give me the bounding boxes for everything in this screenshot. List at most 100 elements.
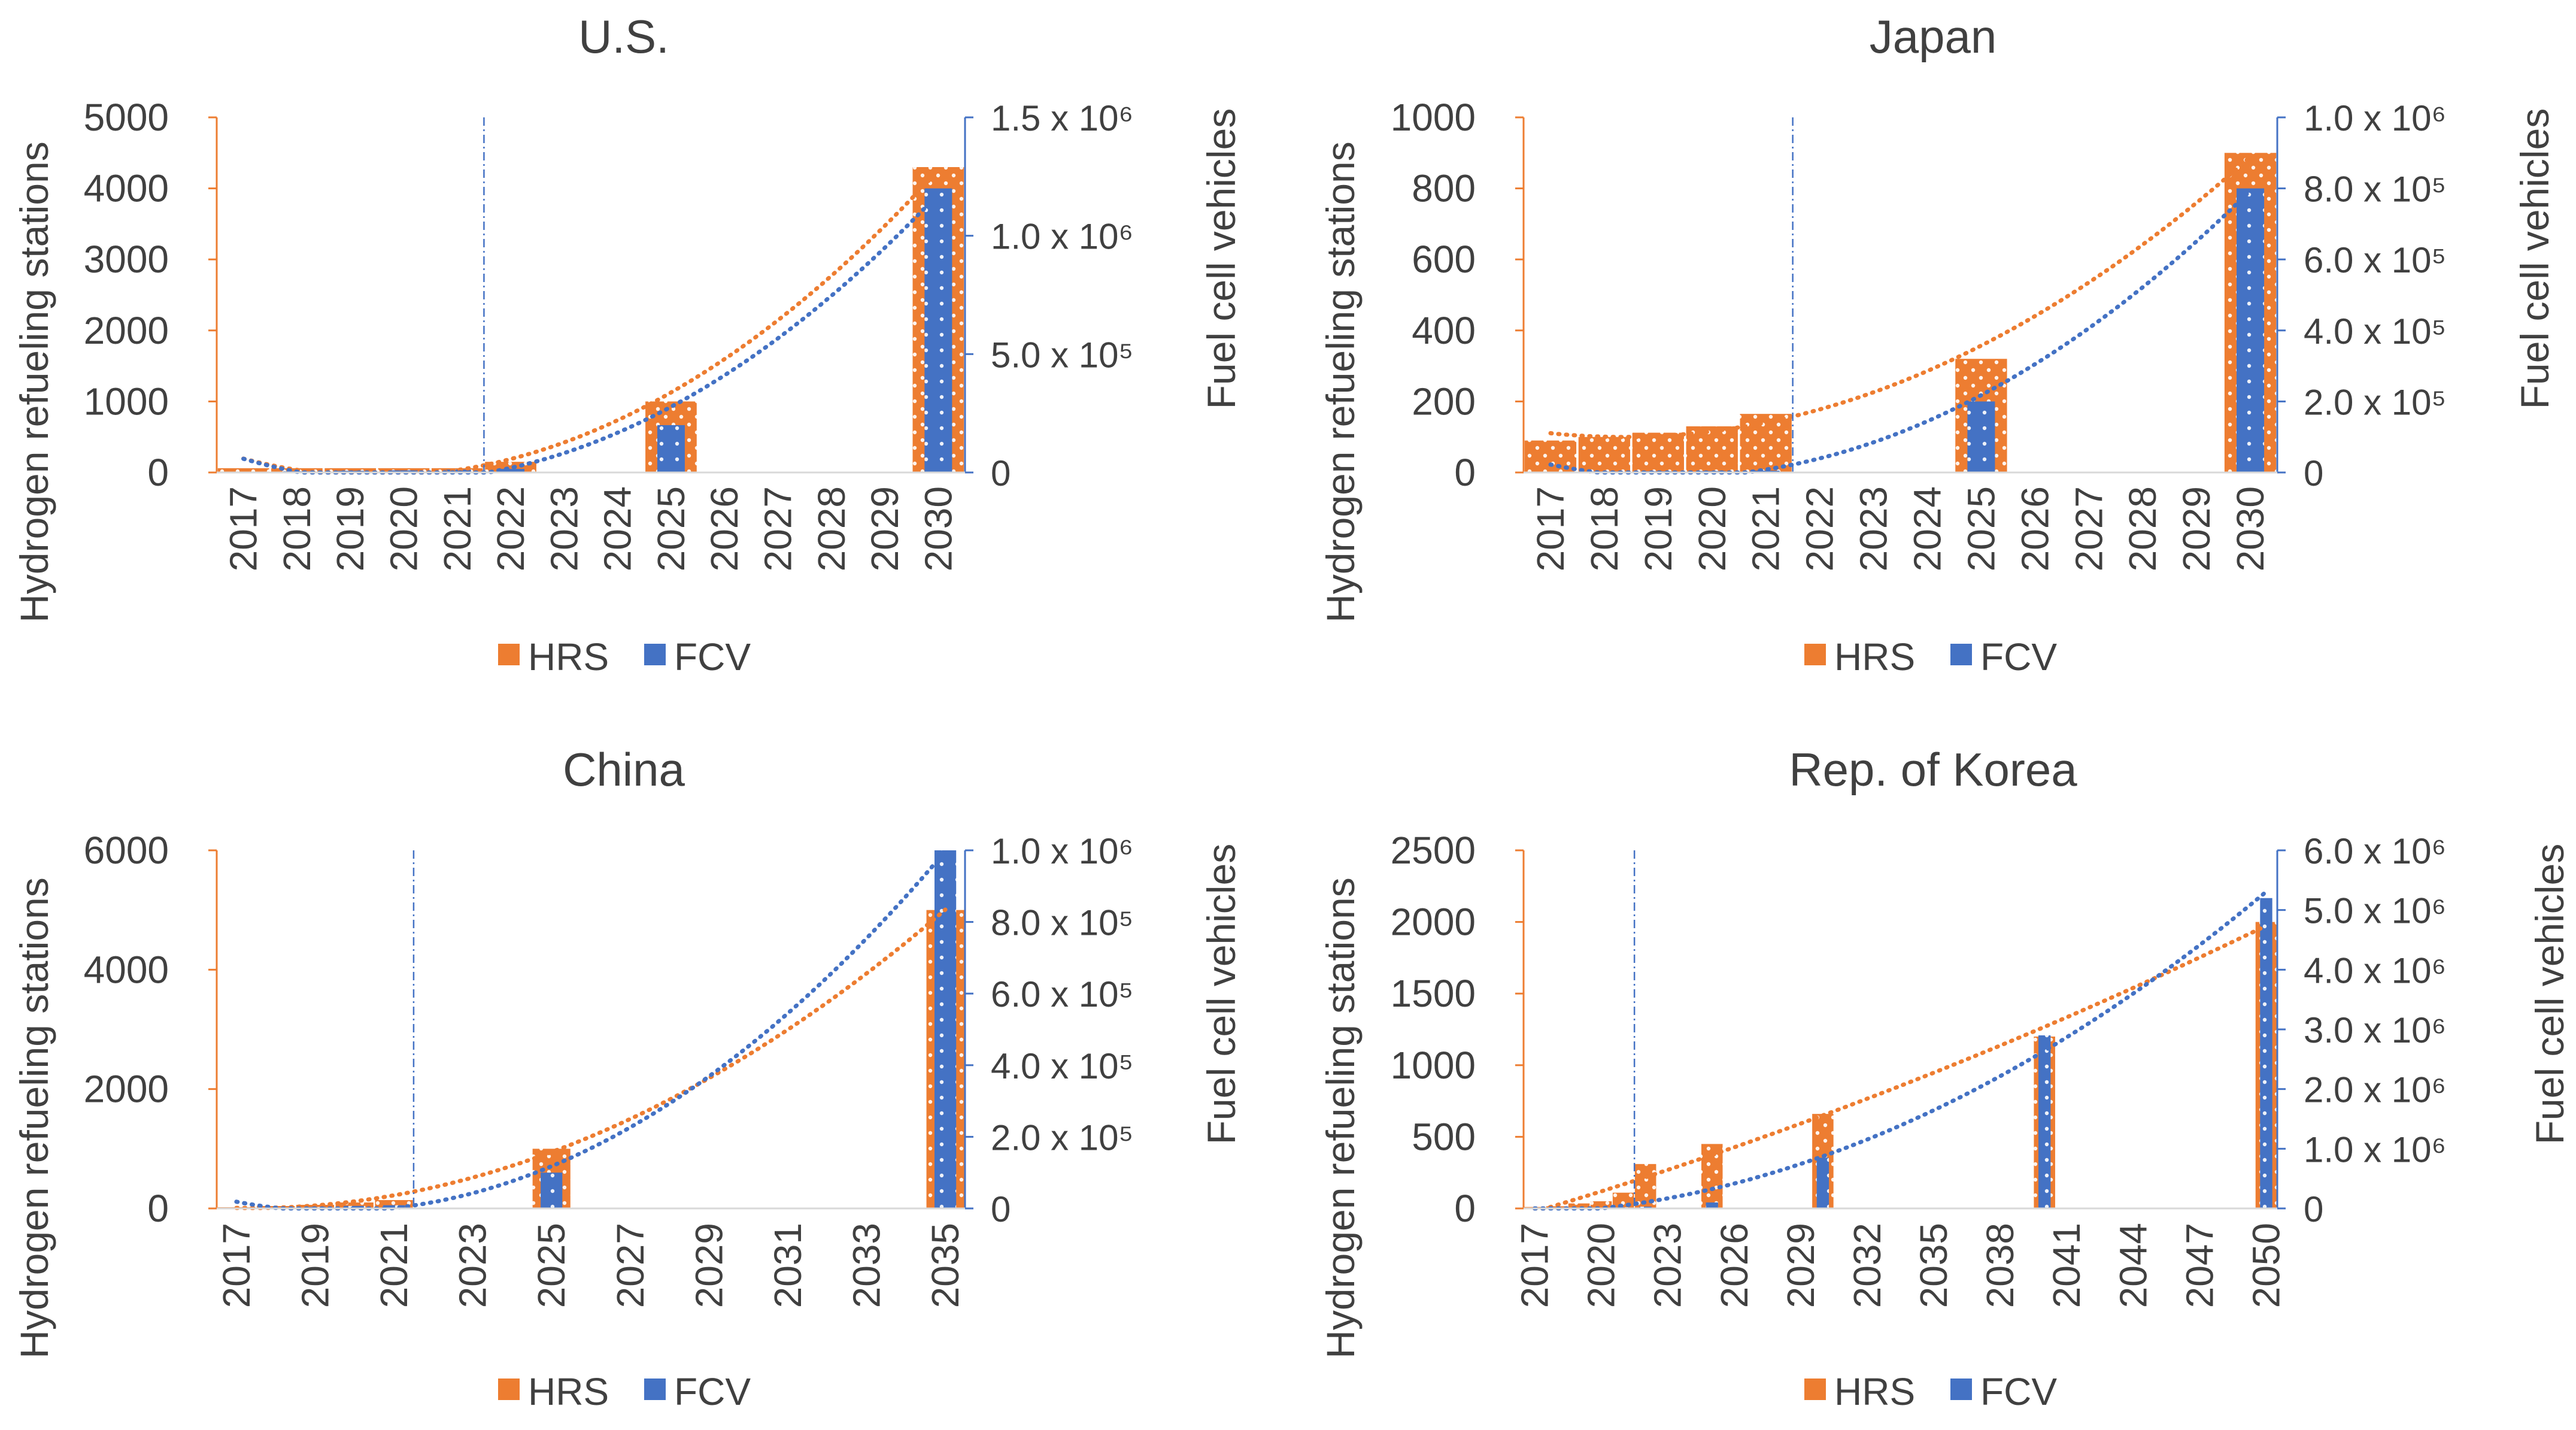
- x-tick-label: 2020: [1691, 486, 1734, 571]
- right-tick-label: 3.0 x 10⁶: [2304, 1010, 2446, 1050]
- left-tick-label: 2000: [1391, 901, 1476, 944]
- right-tick-label: 1.5 x 10⁶: [991, 98, 1133, 138]
- left-tick-label: 4000: [84, 167, 169, 210]
- x-tick-label: 2029: [1779, 1223, 1822, 1308]
- right-tick-label: 8.0 x 10⁵: [2304, 169, 2446, 210]
- x-tick-label: 2050: [2244, 1223, 2287, 1308]
- right-tick-label: 1.0 x 10⁶: [991, 831, 1133, 871]
- right-tick-label: 5.0 x 10⁵: [991, 335, 1133, 375]
- right-tick-label: 0: [2304, 453, 2323, 493]
- right-tick-label: 6.0 x 10⁵: [991, 974, 1133, 1014]
- x-tick-label: 2026: [703, 486, 746, 571]
- x-tick-label: 2021: [372, 1223, 415, 1308]
- x-tick-label: 2025: [530, 1223, 573, 1308]
- x-tick-label: 2026: [1713, 1223, 1756, 1308]
- x-tick-label: 2017: [1513, 1223, 1556, 1308]
- x-tick-label: 2020: [383, 486, 426, 571]
- fcv-trendline: [1535, 892, 2266, 1208]
- fcv-trendline: [1551, 190, 2250, 472]
- left-axis-label: Hydrogen refueling stations: [1318, 877, 1363, 1358]
- x-tick-label: 2033: [845, 1223, 888, 1308]
- fcv-bar: [541, 1173, 562, 1208]
- left-tick-label: 4000: [84, 948, 169, 991]
- hrs-bar: [1579, 437, 1630, 472]
- legend-hrs-swatch: [1804, 644, 1826, 665]
- left-tick-label: 0: [1454, 451, 1476, 494]
- right-tick-label: 2.0 x 10⁶: [2304, 1070, 2446, 1110]
- fcv-bar: [924, 189, 952, 472]
- legend: HRS FCV: [1804, 635, 2057, 678]
- left-axis-label: Hydrogen refueling stations: [12, 141, 56, 622]
- left-tick-label: 0: [147, 451, 169, 494]
- x-tick-label: 2024: [596, 486, 639, 571]
- legend-fcv-label: FCV: [1980, 1370, 2057, 1413]
- x-tick-label: 2019: [1637, 486, 1680, 571]
- panel-china: China Hydrogen refueling stations Fuel c…: [12, 743, 1243, 1413]
- chart-title: Japan: [1870, 10, 1997, 63]
- legend-hrs-label: HRS: [528, 635, 609, 678]
- x-tick-label: 2027: [609, 1223, 652, 1308]
- left-tick-label: 2000: [84, 1068, 169, 1111]
- x-tick-label: 2027: [2067, 486, 2110, 571]
- left-axis-label: Hydrogen refueling stations: [1318, 141, 1363, 622]
- right-tick-label: 1.0 x 10⁶: [2304, 98, 2446, 138]
- left-tick-label: 200: [1412, 380, 1476, 423]
- x-tick-label: 2035: [924, 1223, 967, 1308]
- legend: HRS FCV: [1804, 1370, 2057, 1413]
- right-tick-label: 1.0 x 10⁶: [991, 217, 1133, 257]
- right-axis-label: Fuel cell vehicles: [2528, 844, 2572, 1145]
- legend-hrs-swatch: [498, 644, 520, 665]
- x-tick-label: 2017: [222, 486, 265, 571]
- x-tick-label: 2028: [810, 486, 853, 571]
- right-tick-label: 2.0 x 10⁵: [991, 1117, 1133, 1158]
- fcv-bar: [1817, 1158, 1829, 1208]
- x-tick-label: 2023: [451, 1223, 494, 1308]
- panel-japan: Japan Hydrogen refueling stations Fuel c…: [1318, 10, 2557, 678]
- fcv-bar: [2260, 898, 2272, 1208]
- chart-title: U.S.: [578, 10, 669, 63]
- x-tick-label: 2019: [329, 486, 372, 571]
- left-tick-label: 2500: [1391, 829, 1476, 872]
- legend: HRS FCV: [498, 635, 751, 678]
- fcv-bar: [934, 850, 956, 1208]
- x-tick-label: 2020: [1580, 1223, 1623, 1308]
- left-tick-label: 500: [1412, 1115, 1476, 1158]
- x-tick-label: 2041: [2045, 1223, 2088, 1308]
- legend-fcv-label: FCV: [674, 635, 751, 678]
- x-tick-label: 2025: [1959, 486, 2002, 571]
- hrs-trendline: [244, 170, 939, 472]
- x-tick-label: 2017: [1529, 486, 1572, 571]
- right-tick-label: 1.0 x 10⁶: [2304, 1129, 2446, 1170]
- x-tick-label: 2035: [1912, 1223, 1955, 1308]
- x-tick-label: 2031: [766, 1223, 809, 1308]
- fcv-bar: [2038, 1035, 2050, 1208]
- right-tick-label: 2.0 x 10⁵: [2304, 382, 2446, 422]
- hrs-trendline: [236, 910, 945, 1208]
- left-tick-label: 0: [1454, 1187, 1476, 1230]
- x-tick-label: 2023: [542, 486, 585, 571]
- left-tick-label: 2000: [84, 309, 169, 352]
- left-tick-label: 5000: [84, 96, 169, 139]
- x-tick-label: 2047: [2178, 1223, 2221, 1308]
- x-tick-label: 2019: [293, 1223, 336, 1308]
- hrs-bar: [1686, 426, 1738, 472]
- legend: HRS FCV: [498, 1370, 751, 1413]
- right-tick-label: 0: [2304, 1189, 2323, 1229]
- right-tick-label: 4.0 x 10⁶: [2304, 950, 2446, 990]
- x-tick-label: 2044: [2111, 1223, 2155, 1308]
- x-tick-label: 2018: [1583, 486, 1626, 571]
- left-tick-label: 1000: [1391, 96, 1476, 139]
- right-tick-label: 4.0 x 10⁵: [2304, 311, 2446, 352]
- x-tick-label: 2029: [2175, 486, 2218, 571]
- x-tick-label: 2017: [215, 1223, 258, 1308]
- left-tick-label: 1000: [1391, 1044, 1476, 1087]
- x-tick-label: 2029: [863, 486, 906, 571]
- x-tick-label: 2025: [650, 486, 693, 571]
- hrs-trendline: [1551, 157, 2250, 437]
- right-tick-label: 4.0 x 10⁵: [991, 1046, 1133, 1086]
- left-tick-label: 600: [1412, 238, 1476, 281]
- fcv-bar: [657, 425, 685, 472]
